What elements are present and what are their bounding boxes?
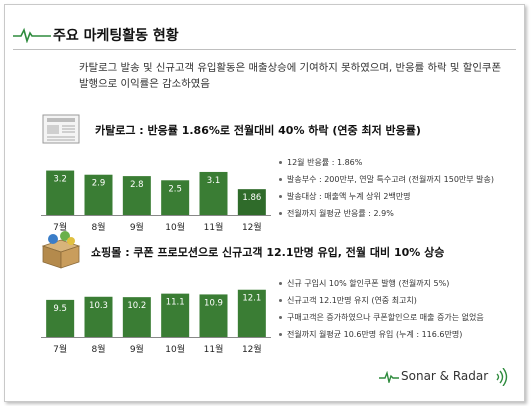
intro-text: 카탈로그 발송 및 신규고객 유입활동은 매출상승에 기여하지 못하였으며, 반… (79, 62, 502, 90)
x-tick-label: 11월 (204, 343, 224, 355)
x-tick-label: 7월 (53, 343, 67, 355)
data-label: 10.2 (127, 301, 146, 311)
bar-8월 (84, 296, 113, 337)
bar-7월 (46, 170, 75, 215)
bar-7월 (46, 299, 75, 337)
bar-8월 (84, 174, 113, 215)
shopping-mall-bullets: 신규 구입시 10% 할인쿠폰 발행 (전월까지 5%) 신규고객 12.1만명… (278, 275, 484, 343)
catalog-heading: 카탈로그 : 반응률 1.86%로 전월대비 40% 하락 (연중 최저 반응률… (95, 124, 421, 137)
x-tick-label: 9월 (130, 221, 144, 233)
data-label: 2.8 (130, 180, 144, 190)
data-label: 2.5 (168, 184, 182, 194)
catalog-response-chart: 3.2 7월 2.9 8월 2.8 9월 2.5 10월 3.1 11월 1.86 12월 (41, 163, 271, 233)
bar-11월 (199, 294, 228, 337)
footer-brand: Sonar & Radar (379, 365, 511, 389)
newspaper-icon (42, 114, 80, 144)
bullet-item: 발송대상 : 매출액 누계 상위 2백만명 (278, 188, 494, 205)
bar-10월 (161, 293, 190, 337)
bullet-item: 신규 구입시 10% 할인쿠폰 발행 (전월까지 5%) (278, 275, 484, 292)
data-label: 10.3 (89, 301, 108, 311)
bullet-item: 발송부수 : 200만부, 연말 특수고려 (전월까지 150만부 발송) (278, 171, 494, 188)
catalog-bullets: 12월 반응률 : 1.86% 발송부수 : 200만부, 연말 특수고려 (전… (278, 154, 494, 222)
x-tick-label: 8월 (91, 343, 105, 355)
gift-box-icon (41, 231, 81, 269)
bullet-item: 전월까지 월평균 반응률 : 2.9% (278, 205, 494, 222)
x-tick-label: 12월 (242, 221, 262, 233)
x-tick-label: 8월 (91, 221, 105, 233)
bullet-item: 12월 반응률 : 1.86% (278, 154, 494, 171)
bullet-item: 구매고객은 증가하였으나 쿠폰할인으로 매출 증가는 없었음 (278, 309, 484, 326)
pulse-logo-icon (13, 27, 51, 43)
catalog-chart-svg: 3.2 7월 2.9 8월 2.8 9월 2.5 10월 3.1 11월 1.86 12월 (41, 170, 271, 233)
data-label: 11.1 (166, 298, 185, 308)
x-tick-label: 7월 (53, 221, 67, 233)
bullet-item: 신규고객 12.1만명 유지 (연중 최고치) (278, 292, 484, 309)
title-divider (13, 49, 516, 50)
bar-12월 (237, 189, 266, 215)
data-label: 3.2 (53, 175, 67, 185)
shopping-chart-svg: 9.5 7월 10.3 8월 10.2 9월 11.1 10월 10.9 11월 12.1 12월 (41, 289, 271, 355)
x-tick-label: 12월 (242, 343, 262, 355)
x-tick-label: 9월 (130, 343, 144, 355)
bar-10월 (161, 180, 190, 215)
bullet-item: 전월까지 월평균 10.6만명 유입 (누계 : 116.6만명) (278, 326, 484, 343)
slide: 주요 마케팅활동 현황 카탈로그 발송 및 신규고객 유입활동은 매출상승에 기… (4, 4, 525, 402)
data-label: 9.5 (53, 304, 67, 314)
shopping-mall-heading: 쇼핑몰 : 쿠폰 프로모션으로 신규고객 12.1만명 유입, 전월 대비 10… (91, 246, 445, 259)
bar-9월 (122, 176, 151, 215)
x-tick-label: 10월 (165, 221, 185, 233)
bar-9월 (122, 297, 151, 337)
pulse-line-icon (379, 371, 399, 383)
x-tick-label: 10월 (165, 343, 185, 355)
bar-11월 (199, 171, 228, 215)
data-label: 1.86 (242, 193, 261, 203)
brand-name: Sonar & Radar (401, 369, 489, 383)
bar-12월 (237, 289, 266, 337)
data-label: 10.9 (204, 298, 223, 308)
data-label: 12.1 (242, 294, 261, 304)
sonar-wave-icon (496, 368, 508, 386)
shopping-mall-chart: 9.5 7월 10.3 8월 10.2 9월 11.1 10월 10.9 11월 12.1 12월 (41, 285, 271, 355)
data-label: 3.1 (207, 176, 221, 186)
data-label: 2.9 (92, 179, 106, 189)
page-title: 주요 마케팅활동 현황 (53, 28, 179, 44)
x-tick-label: 11월 (204, 221, 224, 233)
